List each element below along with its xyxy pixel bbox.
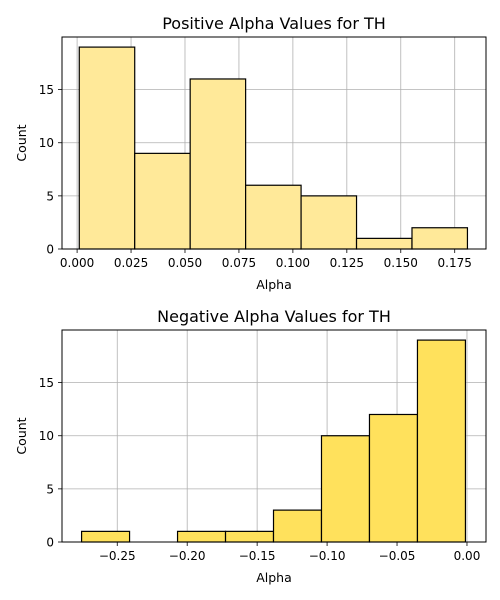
- y-tick-label: 10: [39, 429, 54, 443]
- x-tick-label: −0.10: [309, 549, 346, 563]
- x-tick-label: 0.100: [276, 256, 310, 270]
- x-tick-label: −0.05: [379, 549, 416, 563]
- y-tick-label: 0: [46, 243, 54, 257]
- x-tick-label: −0.25: [99, 549, 136, 563]
- x-tick-label: 0.075: [222, 256, 256, 270]
- y-tick-label: 5: [46, 482, 54, 496]
- histogram-bar: [189, 78, 247, 250]
- histogram-bar: [300, 195, 358, 250]
- x-axis-label: Alpha: [256, 277, 292, 292]
- y-tick-label: 0: [46, 536, 54, 550]
- histogram-bar: [80, 530, 131, 543]
- x-tick-label: 0.050: [168, 256, 202, 270]
- chart-title: Positive Alpha Values for TH: [162, 14, 386, 33]
- x-tick-label: 0.150: [384, 256, 418, 270]
- y-tick-label: 15: [39, 376, 54, 390]
- x-tick-label: 0.025: [114, 256, 148, 270]
- histogram-bar: [176, 530, 227, 543]
- x-tick-label: 0.175: [438, 256, 472, 270]
- histogram-bar: [355, 237, 413, 250]
- histogram-bar: [224, 530, 275, 543]
- histogram-bar: [320, 435, 371, 543]
- y-tick-label: 5: [46, 189, 54, 203]
- x-tick-label: 0.125: [330, 256, 364, 270]
- histogram-bar: [134, 152, 191, 250]
- y-tick-label: 15: [39, 83, 54, 97]
- histogram-bar: [411, 227, 469, 250]
- chart-1: 0.000 0.025 0.050 0.075 0.100 0.125 0.150 0.175…: [14, 14, 487, 292]
- x-tick-label: 0.000: [60, 256, 94, 270]
- y-axis-label: Count: [14, 417, 29, 454]
- histogram-bar: [245, 184, 302, 250]
- y-axis-label: Count: [14, 124, 29, 161]
- chart-2: −0.25 −0.20 −0.15 −0.10 −0.05 0.00 0 5 10 15 Negat…: [14, 307, 487, 585]
- histogram-bar: [78, 46, 136, 250]
- histogram-bar: [416, 339, 467, 543]
- x-tick-label: −0.15: [239, 549, 276, 563]
- y-tick-label: 10: [39, 136, 54, 150]
- chart-title: Negative Alpha Values for TH: [157, 307, 391, 326]
- x-tick-label: 0.00: [454, 549, 481, 563]
- x-axis-label: Alpha: [256, 570, 292, 585]
- x-tick-label: −0.20: [169, 549, 206, 563]
- histogram-bar: [272, 509, 323, 543]
- histogram-bar: [368, 413, 419, 543]
